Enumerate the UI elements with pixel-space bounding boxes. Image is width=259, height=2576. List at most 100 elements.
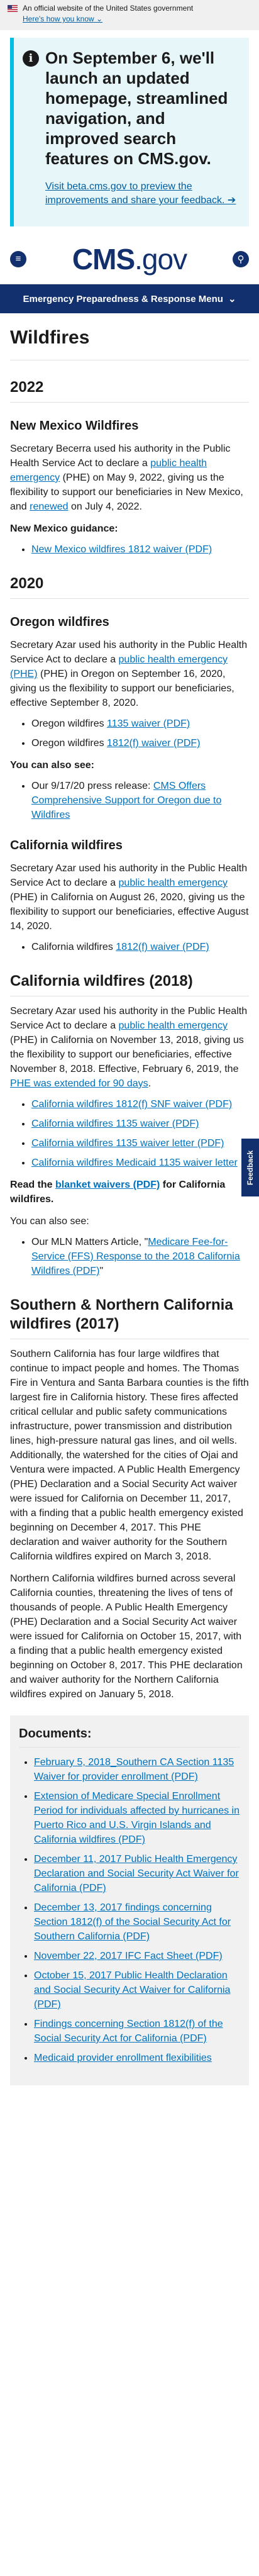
scn-paragraph-1: Southern California has four large wildf… [10, 1349, 249, 1562]
document-link[interactable]: December 13, 2017 findings concerning Se… [34, 1902, 231, 1942]
text: Read the [10, 1179, 56, 1190]
document-link[interactable]: December 11, 2017 Public Health Emergenc… [34, 1854, 239, 1893]
text: (PHE) in Oregon on September 16, 2020, g… [10, 669, 234, 708]
heres-how-you-know-label: Here's how you know [23, 14, 94, 23]
chevron-down-icon: ⌄ [228, 294, 236, 304]
or-1812f-waiver-link[interactable]: 1812(f) waiver (PDF) [107, 738, 201, 749]
document-link[interactable]: Medicaid provider enrollment flexibiliti… [34, 2053, 212, 2063]
year-heading-2020: 2020 [10, 575, 44, 592]
gov-banner: An official website of the United States… [0, 0, 259, 30]
text: Oregon wildfires [31, 718, 107, 729]
alert-heading: On September 6, we'll launch an updated … [45, 48, 228, 168]
documents-list: February 5, 2018_Southern CA Section 113… [19, 1755, 240, 2065]
text: (PHE) on May 9, 2022, giving us the flex… [10, 472, 243, 512]
text: Our MLN Matters Article, " [31, 1237, 148, 1247]
list-item: December 13, 2017 findings concerning Se… [34, 1900, 240, 1944]
document-link[interactable]: Findings concerning Section 1812(f) of t… [34, 2019, 223, 2044]
ca2018-snf-waiver-link[interactable]: California wildfires 1812(f) SNF waiver … [31, 1099, 233, 1110]
logo-gov: .gov [135, 242, 187, 276]
or-1135-waiver-link[interactable]: 1135 waiver (PDF) [107, 718, 190, 729]
list-item: California wildfires 1135 waiver letter … [31, 1136, 249, 1151]
text: . [148, 1078, 152, 1089]
list-item: November 22, 2017 IFC Fact Sheet (PDF) [34, 1949, 240, 1963]
menu-button[interactable]: ≡ [10, 250, 26, 267]
list-item: February 5, 2018_Southern CA Section 113… [34, 1755, 240, 1784]
list-item: Our MLN Matters Article, "Medicare Fee-f… [31, 1235, 249, 1278]
nm-1812-waiver-link[interactable]: New Mexico wildfires 1812 waiver (PDF) [31, 544, 212, 555]
gov-banner-text: An official website of the United States… [23, 4, 194, 13]
list-item: Oregon wildfires 1812(f) waiver (PDF) [31, 736, 249, 750]
page-title: Wildfires [10, 327, 90, 348]
nm-list: New Mexico wildfires 1812 waiver (PDF) [10, 542, 249, 557]
text: " [99, 1266, 104, 1276]
text: Secretary Azar used his authority in the… [10, 1006, 248, 1031]
or-list: Oregon wildfires 1135 waiver (PDF) Orego… [10, 716, 249, 750]
text: Oregon wildfires [31, 738, 107, 749]
ca-paragraph: Secretary Azar used his authority in the… [10, 861, 249, 934]
scn-paragraph-2: Northern California wildfires burned acr… [10, 1573, 243, 1700]
phe-link[interactable]: public health emergency [118, 1020, 228, 1031]
ca2018-read-blanket: Read the blanket waivers (PDF) for Calif… [10, 1178, 249, 1207]
us-flag-icon [8, 4, 18, 12]
or-see-list: Our 9/17/20 press release: CMS Offers Co… [10, 779, 249, 822]
phe-link[interactable]: public health emergency [10, 458, 207, 483]
document-link[interactable]: October 15, 2017 Public Health Declarati… [34, 1970, 231, 2010]
ca2018-see-list: Our MLN Matters Article, "Medicare Fee-f… [10, 1235, 249, 1278]
divider [10, 402, 249, 403]
list-item: California wildfires Medicaid 1135 waive… [31, 1156, 249, 1170]
list-item: December 11, 2017 Public Health Emergenc… [34, 1852, 240, 1895]
text: (PHE) in California on November 13, 2018… [10, 1035, 244, 1074]
or-heading: Oregon wildfires [10, 615, 109, 629]
ca2018-paragraph: Secretary Azar used his authority in the… [10, 1004, 249, 1091]
text: for California wildfires. [10, 1179, 226, 1205]
divider [19, 1747, 240, 1748]
ca2018-see-also-label: You can also see: [10, 1216, 89, 1227]
document-link[interactable]: Extension of Medicare Special Enrollment… [34, 1791, 240, 1845]
heres-how-you-know-link[interactable]: Here's how you know ⌄ [23, 14, 102, 23]
ca2018-1135-waiver-link[interactable]: California wildfires 1135 waiver (PDF) [31, 1118, 199, 1129]
phe-extended-link[interactable]: PHE was extended for 90 days [10, 1078, 148, 1089]
or-paragraph: Secretary Azar used his authority in the… [10, 638, 249, 710]
nm-paragraph: Secretary Becerra used his authority in … [10, 442, 249, 514]
nm-guidance-label: New Mexico guidance: [10, 523, 118, 534]
list-item: Oregon wildfires 1135 waiver (PDF) [31, 716, 249, 731]
text: Secretary Becerra used his authority in … [10, 443, 231, 469]
section-menu-button[interactable]: Emergency Preparedness & Response Menu ⌄ [0, 284, 259, 313]
search-icon: ⚲ [237, 254, 245, 265]
or-press-release-link[interactable]: CMS Offers Comprehensive Support for Ore… [31, 781, 222, 820]
ca2018-list: California wildfires 1812(f) SNF waiver … [10, 1097, 249, 1170]
text: Secretary Azar used his authority in the… [10, 863, 248, 888]
or-see-also-label: You can also see: [10, 760, 94, 771]
list-item: Findings concerning Section 1812(f) of t… [34, 2017, 240, 2046]
document-link[interactable]: February 5, 2018_Southern CA Section 113… [34, 1757, 234, 1782]
list-item: October 15, 2017 Public Health Declarati… [34, 1968, 240, 2012]
ca2018-1135-letter-link[interactable]: California wildfires 1135 waiver letter … [31, 1138, 224, 1149]
divider [10, 598, 249, 599]
cms-logo[interactable]: CMS.gov [72, 242, 187, 276]
chevron-down-icon: ⌄ [96, 14, 103, 23]
ca-list: California wildfires 1812(f) waiver (PDF… [10, 940, 249, 954]
beta-preview-link[interactable]: Visit beta.cms.gov to preview the improv… [45, 181, 236, 206]
renewed-link[interactable]: renewed [30, 501, 69, 512]
site-header: ≡ CMS.gov ⚲ [0, 234, 259, 284]
documents-card: Documents: February 5, 2018_Southern CA … [10, 1715, 249, 2085]
scn-heading: Southern & Northern California wildfires… [10, 1296, 233, 1332]
main-content: Wildfires 2022 New Mexico Wildfires Secr… [0, 326, 259, 2085]
logo-cms: CMS [72, 242, 135, 276]
blanket-waivers-link[interactable]: blanket waivers (PDF) [55, 1179, 160, 1190]
year-heading-2022: 2022 [10, 379, 44, 396]
ca2018-medicaid-letter-link[interactable]: California wildfires Medicaid 1135 waive… [31, 1157, 238, 1168]
list-item: Extension of Medicare Special Enrollment… [34, 1789, 240, 1847]
text: California wildfires [31, 942, 116, 952]
feedback-button[interactable]: Feedback [241, 1139, 259, 1196]
document-link[interactable]: November 22, 2017 IFC Fact Sheet (PDF) [34, 1951, 223, 1961]
ca-1812f-waiver-link[interactable]: 1812(f) waiver (PDF) [116, 942, 209, 952]
search-button[interactable]: ⚲ [233, 250, 249, 267]
mln-article-link[interactable]: Medicare Fee-for-Service (FFS) Response … [31, 1237, 240, 1276]
phe-link[interactable]: public health emergency (PHE) [10, 654, 228, 679]
ca-heading: California wildfires [10, 839, 123, 852]
phe-link[interactable]: public health emergency [118, 878, 228, 888]
list-item: Our 9/17/20 press release: CMS Offers Co… [31, 779, 249, 822]
list-item: California wildfires 1135 waiver (PDF) [31, 1117, 249, 1131]
